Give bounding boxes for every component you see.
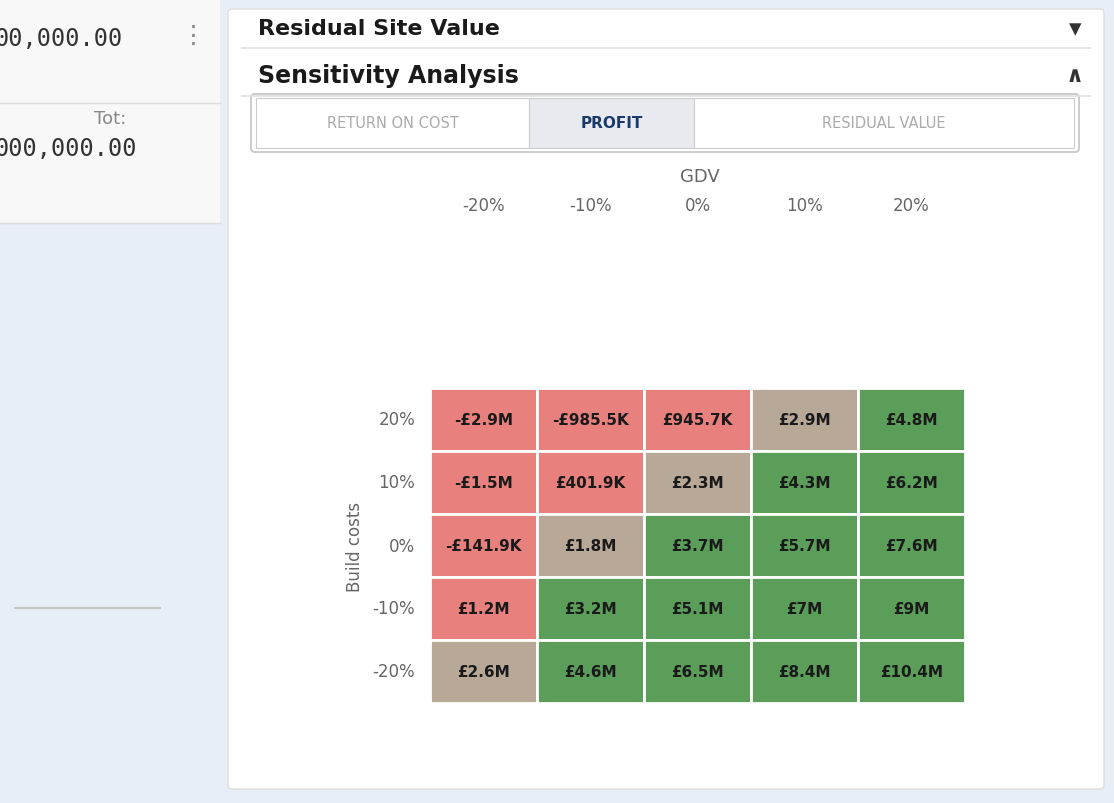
Text: £1.8M: £1.8M (565, 538, 617, 553)
FancyBboxPatch shape (858, 640, 965, 703)
Text: 000,000.00: 000,000.00 (0, 137, 137, 161)
Text: £3.2M: £3.2M (564, 601, 617, 616)
Text: 0%: 0% (684, 197, 711, 214)
Text: £9M: £9M (893, 601, 929, 616)
Text: £945.7K: £945.7K (663, 413, 733, 427)
FancyBboxPatch shape (430, 577, 537, 640)
Text: RESIDUAL VALUE: RESIDUAL VALUE (822, 116, 946, 132)
FancyBboxPatch shape (430, 515, 537, 577)
Text: ⋮: ⋮ (180, 24, 205, 48)
Text: £6.5M: £6.5M (672, 664, 724, 679)
Text: 20%: 20% (893, 197, 930, 214)
FancyBboxPatch shape (694, 99, 1074, 149)
FancyBboxPatch shape (228, 10, 1104, 789)
FancyBboxPatch shape (537, 515, 644, 577)
FancyBboxPatch shape (751, 640, 858, 703)
Text: -10%: -10% (569, 197, 612, 214)
Text: £2.9M: £2.9M (779, 413, 831, 427)
Text: £4.6M: £4.6M (564, 664, 617, 679)
Text: £7M: £7M (786, 601, 822, 616)
FancyBboxPatch shape (256, 99, 529, 149)
Text: ∧: ∧ (1066, 66, 1084, 86)
Text: -£141.9K: -£141.9K (446, 538, 521, 553)
FancyBboxPatch shape (430, 640, 537, 703)
FancyBboxPatch shape (858, 515, 965, 577)
FancyBboxPatch shape (751, 451, 858, 515)
Text: £7.6M: £7.6M (886, 538, 938, 553)
Text: ▾: ▾ (1068, 17, 1082, 41)
Text: 10%: 10% (379, 474, 416, 492)
FancyBboxPatch shape (537, 577, 644, 640)
FancyBboxPatch shape (858, 577, 965, 640)
Text: -20%: -20% (372, 662, 416, 681)
FancyBboxPatch shape (430, 389, 537, 451)
Text: PROFIT: PROFIT (580, 116, 643, 132)
Text: GDV: GDV (681, 168, 720, 185)
Text: £10.4M: £10.4M (880, 664, 942, 679)
FancyBboxPatch shape (644, 640, 751, 703)
FancyBboxPatch shape (858, 451, 965, 515)
Text: -£2.9M: -£2.9M (455, 413, 514, 427)
Text: £5.1M: £5.1M (672, 601, 724, 616)
FancyBboxPatch shape (751, 577, 858, 640)
Text: £5.7M: £5.7M (779, 538, 831, 553)
Text: -£1.5M: -£1.5M (455, 475, 512, 491)
Text: -20%: -20% (462, 197, 505, 214)
Text: 10%: 10% (786, 197, 823, 214)
FancyBboxPatch shape (537, 640, 644, 703)
Text: £4.8M: £4.8M (886, 413, 938, 427)
FancyBboxPatch shape (644, 389, 751, 451)
FancyBboxPatch shape (430, 451, 537, 515)
FancyBboxPatch shape (537, 389, 644, 451)
Text: Residual Site Value: Residual Site Value (258, 19, 500, 39)
Text: Sensitivity Analysis: Sensitivity Analysis (258, 64, 519, 88)
Text: -£985.5K: -£985.5K (553, 413, 629, 427)
Text: £8.4M: £8.4M (779, 664, 831, 679)
Text: £2.3M: £2.3M (672, 475, 724, 491)
Text: -10%: -10% (372, 600, 416, 618)
Text: £2.6M: £2.6M (457, 664, 510, 679)
FancyBboxPatch shape (751, 515, 858, 577)
FancyBboxPatch shape (0, 104, 219, 224)
FancyBboxPatch shape (644, 577, 751, 640)
Text: £6.2M: £6.2M (886, 475, 938, 491)
Text: Build costs: Build costs (346, 501, 364, 591)
FancyBboxPatch shape (0, 0, 219, 104)
Text: £3.7M: £3.7M (672, 538, 724, 553)
FancyBboxPatch shape (644, 451, 751, 515)
Text: Tot:: Tot: (94, 110, 126, 128)
FancyBboxPatch shape (529, 99, 694, 149)
FancyBboxPatch shape (0, 224, 219, 803)
Text: 0%: 0% (389, 537, 416, 555)
FancyBboxPatch shape (644, 515, 751, 577)
FancyBboxPatch shape (858, 389, 965, 451)
Text: 20%: 20% (379, 411, 416, 429)
FancyBboxPatch shape (537, 451, 644, 515)
Text: £1.2M: £1.2M (457, 601, 510, 616)
Text: 00,000.00: 00,000.00 (0, 27, 124, 51)
Text: £4.3M: £4.3M (779, 475, 831, 491)
FancyBboxPatch shape (751, 389, 858, 451)
FancyBboxPatch shape (251, 95, 1079, 153)
Text: RETURN ON COST: RETURN ON COST (326, 116, 459, 132)
Text: £401.9K: £401.9K (556, 475, 626, 491)
